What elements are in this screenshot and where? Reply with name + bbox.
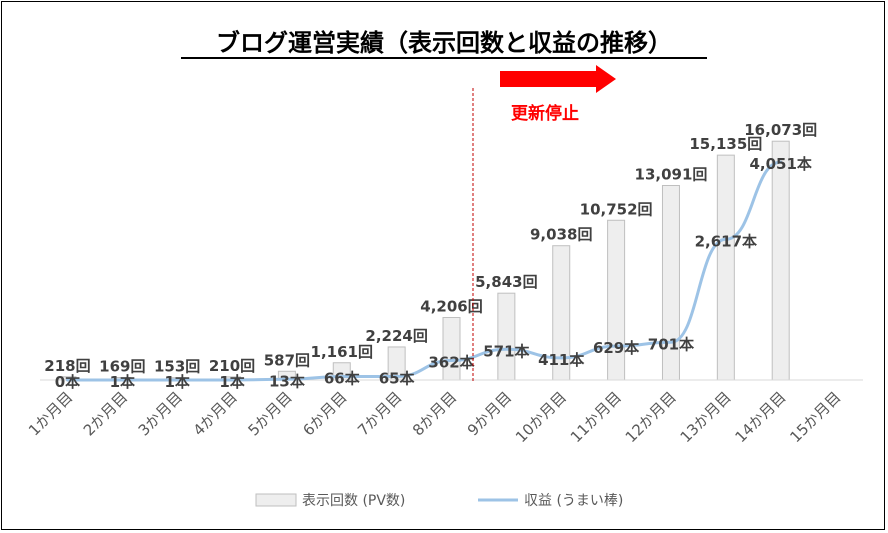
line-label-revenue-12: 701本 [648, 335, 694, 353]
chart-title: ブログ運営実績（表示回数と収益の推移） [216, 29, 672, 57]
line-label-revenue-7: 65本 [379, 370, 415, 388]
x-tick-label-13: 13か月目 [677, 388, 735, 446]
legend-swatch-pv [255, 493, 297, 507]
x-tick-label-11: 11か月目 [567, 388, 625, 446]
line-label-revenue-2: 1本 [110, 373, 135, 391]
update-stop-arrow [500, 65, 616, 93]
line-label-revenue-1: 0本 [55, 373, 80, 391]
x-tick-label-15: 15か月目 [786, 388, 844, 446]
line-label-revenue-3: 1本 [164, 373, 189, 391]
line-label-revenue-8: 362本 [428, 354, 474, 372]
x-tick-label-2: 2か月目 [80, 388, 131, 439]
bar-label-pv-1: 218回 [44, 357, 90, 375]
bar-label-pv-8: 4,206回 [420, 298, 482, 316]
line-label-revenue-6: 66本 [324, 369, 360, 387]
legend: 表示回数 (PV数) 収益 (うまい棒) [255, 493, 623, 509]
bar-label-pv-14: 16,073回 [744, 121, 817, 139]
x-tick-label-9: 9か月目 [464, 388, 515, 439]
x-tick-label-1: 1か月目 [25, 388, 76, 439]
line-label-revenue-4: 1本 [219, 373, 244, 391]
line-label-revenue-11: 629本 [593, 339, 639, 357]
x-tick-label-8: 8か月目 [409, 388, 460, 439]
bar-label-pv-7: 2,224回 [365, 327, 427, 345]
line-label-revenue-13: 2,617本 [695, 232, 757, 250]
x-tick-label-14: 14か月目 [731, 388, 789, 446]
x-tick-label-3: 3か月目 [135, 388, 186, 439]
bar-label-pv-9: 5,843回 [475, 273, 537, 291]
bar-label-pv-13: 15,135回 [689, 135, 762, 153]
legend-label-pv: 表示回数 (PV数) [302, 493, 405, 509]
bar-label-pv-3: 153回 [154, 358, 200, 376]
bar-label-pv-11: 10,752回 [580, 200, 653, 218]
bar-label-pv-10: 9,038回 [530, 226, 592, 244]
bar-label-pv-6: 1,161回 [311, 343, 373, 361]
bar-label-pv-4: 210回 [209, 357, 255, 375]
bar-label-pv-5: 587回 [264, 351, 310, 369]
line-label-revenue-10: 411本 [538, 351, 584, 369]
line-label-revenue-14: 4,051本 [749, 155, 811, 173]
bar-label-pv-2: 169回 [99, 357, 145, 375]
update-stop-label: 更新停止 [511, 103, 579, 124]
bar-pv-13 [716, 154, 735, 381]
line-label-revenue-5: 13本 [269, 372, 305, 390]
bar-pv-9 [497, 292, 516, 381]
bar-label-pv-12: 13,091回 [635, 166, 708, 184]
line-revenue [65, 160, 783, 382]
bar-pv-14 [771, 140, 790, 381]
x-tick-label-4: 4か月目 [190, 388, 241, 439]
x-tick-label-6: 6か月目 [299, 388, 350, 439]
x-tick-label-12: 12か月目 [622, 388, 680, 446]
line-label-revenue-9: 571本 [483, 342, 529, 360]
x-tick-label-5: 5か月目 [244, 388, 295, 439]
x-tick-label-10: 10か月目 [512, 388, 570, 446]
legend-label-revenue: 収益 (うまい棒) [524, 493, 623, 509]
x-tick-label-7: 7か月目 [354, 388, 405, 439]
